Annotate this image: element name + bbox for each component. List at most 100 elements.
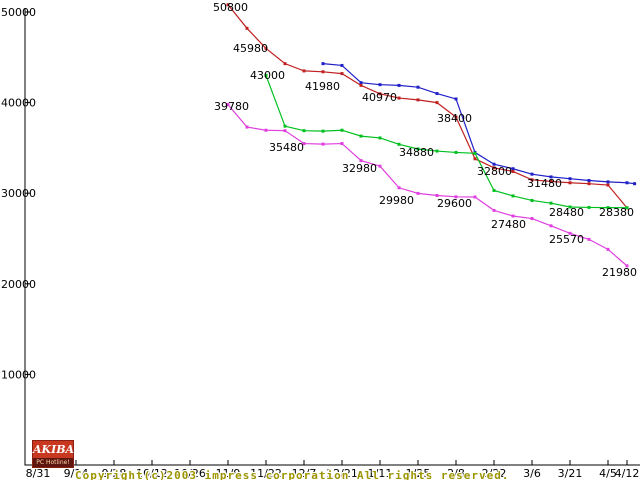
red-line-marker <box>549 179 553 183</box>
y-tick-label: 50000 <box>1 6 36 19</box>
green-line-marker <box>511 194 515 198</box>
x-tick-label: 3/6 <box>523 467 541 480</box>
magenta-line-marker <box>625 264 629 268</box>
green-line-marker <box>606 206 610 210</box>
copyright-line: Copyright(c)2003 impress corporation All… <box>75 469 510 480</box>
green-line-marker <box>568 205 572 209</box>
magenta-line-marker <box>606 247 610 251</box>
magenta-line-marker <box>283 129 287 133</box>
blue-line-marker <box>492 162 496 166</box>
blue-line-marker <box>549 175 553 179</box>
x-tick-label: 10/26 <box>174 467 206 480</box>
red-line-marker <box>226 3 230 7</box>
red-line-marker <box>340 72 344 76</box>
x-tick-label: 9/28 <box>102 467 127 480</box>
red-line <box>227 4 628 209</box>
red-line-marker <box>473 157 477 161</box>
red-line-marker <box>587 182 591 186</box>
green-line-marker <box>302 129 306 133</box>
magenta-line-marker <box>378 164 382 168</box>
x-tick-label: 4/5 <box>599 467 617 480</box>
magenta-line-marker <box>511 214 515 218</box>
magenta-line-marker <box>340 142 344 146</box>
green-line-marker <box>359 134 363 138</box>
green-line-marker <box>378 136 382 140</box>
red-line-marker <box>302 69 306 73</box>
green-line-marker <box>625 206 629 210</box>
red-line-marker <box>568 181 572 185</box>
magenta-line-marker <box>359 159 363 163</box>
point-label: 45980 <box>233 42 268 55</box>
y-tick-label: 40000 <box>1 97 36 110</box>
point-label: 32980 <box>342 162 377 175</box>
logo-pc-hotline-text: PC Hotline! <box>33 458 73 467</box>
point-label: 39780 <box>214 100 249 113</box>
red-line-marker <box>435 101 439 105</box>
red-line-marker <box>283 62 287 66</box>
magenta-line-marker <box>530 217 534 221</box>
point-label: 32800 <box>477 165 512 178</box>
akiba-pc-hotline-logo: AKIBA PC Hotline! <box>32 440 74 468</box>
point-label: 50800 <box>213 1 248 14</box>
magenta-line-marker <box>454 195 458 199</box>
x-tick-label: 4/12 <box>615 467 640 480</box>
magenta-line-marker <box>264 128 268 132</box>
blue-line-marker <box>397 83 401 87</box>
green-line-marker <box>283 124 287 128</box>
blue-line-marker <box>587 179 591 183</box>
green-line-marker <box>454 150 458 154</box>
y-tick-label: 20000 <box>1 278 36 291</box>
point-label: 21980 <box>602 266 637 279</box>
red-line-marker <box>321 70 325 74</box>
x-tick-label: 11/22 <box>250 467 282 480</box>
red-line-marker <box>454 115 458 119</box>
x-tick-label: 11/9 <box>216 467 241 480</box>
magenta-line-marker <box>226 103 230 107</box>
magenta-line-marker <box>587 237 591 241</box>
green-line-marker <box>416 147 420 151</box>
x-tick-label: 8/31 <box>26 467 51 480</box>
point-label: 29980 <box>379 194 414 207</box>
blue-line <box>322 63 635 185</box>
magenta-line <box>227 104 628 267</box>
magenta-line-marker <box>321 142 325 146</box>
x-tick-label: 9/14 <box>64 467 89 480</box>
x-tick-label: 12/7 <box>292 467 317 480</box>
x-tick-label: 3/21 <box>558 467 583 480</box>
red-line-marker <box>397 96 401 100</box>
magenta-line-marker <box>416 191 420 195</box>
blue-line-marker <box>321 62 325 66</box>
magenta-line-marker <box>245 125 249 129</box>
red-line-marker <box>359 83 363 87</box>
axes <box>24 8 640 466</box>
point-label: 38400 <box>437 112 472 125</box>
logo-akiba-text: AKIBA <box>33 443 75 456</box>
blue-line-marker <box>511 167 515 171</box>
x-tick-label: 1/11 <box>368 467 393 480</box>
green-line-marker <box>321 129 325 133</box>
magenta-line-marker <box>568 231 572 235</box>
y-tick-label: 30000 <box>1 187 36 200</box>
point-label: 40970 <box>362 91 397 104</box>
blue-line-marker <box>530 172 534 176</box>
magenta-line-marker <box>435 193 439 197</box>
green-line-marker <box>473 151 477 155</box>
point-label: 41980 <box>305 80 340 93</box>
point-label: 28380 <box>599 206 634 219</box>
point-label: 29600 <box>437 197 472 210</box>
y-tick-label: 10000 <box>1 368 36 381</box>
point-label: 31480 <box>527 177 562 190</box>
green-line-marker <box>435 149 439 153</box>
red-line-marker <box>264 46 268 50</box>
point-label: 27480 <box>491 218 526 231</box>
x-tick-label: 1/25 <box>406 467 431 480</box>
point-label: 28480 <box>549 206 584 219</box>
point-label: 35480 <box>269 141 304 154</box>
blue-line-marker <box>625 181 629 185</box>
x-tick-label: 2/8 <box>447 467 465 480</box>
blue-line-marker <box>378 83 382 87</box>
point-label: 34880 <box>399 146 434 159</box>
green-line-marker <box>340 128 344 132</box>
blue-line-marker <box>568 177 572 181</box>
